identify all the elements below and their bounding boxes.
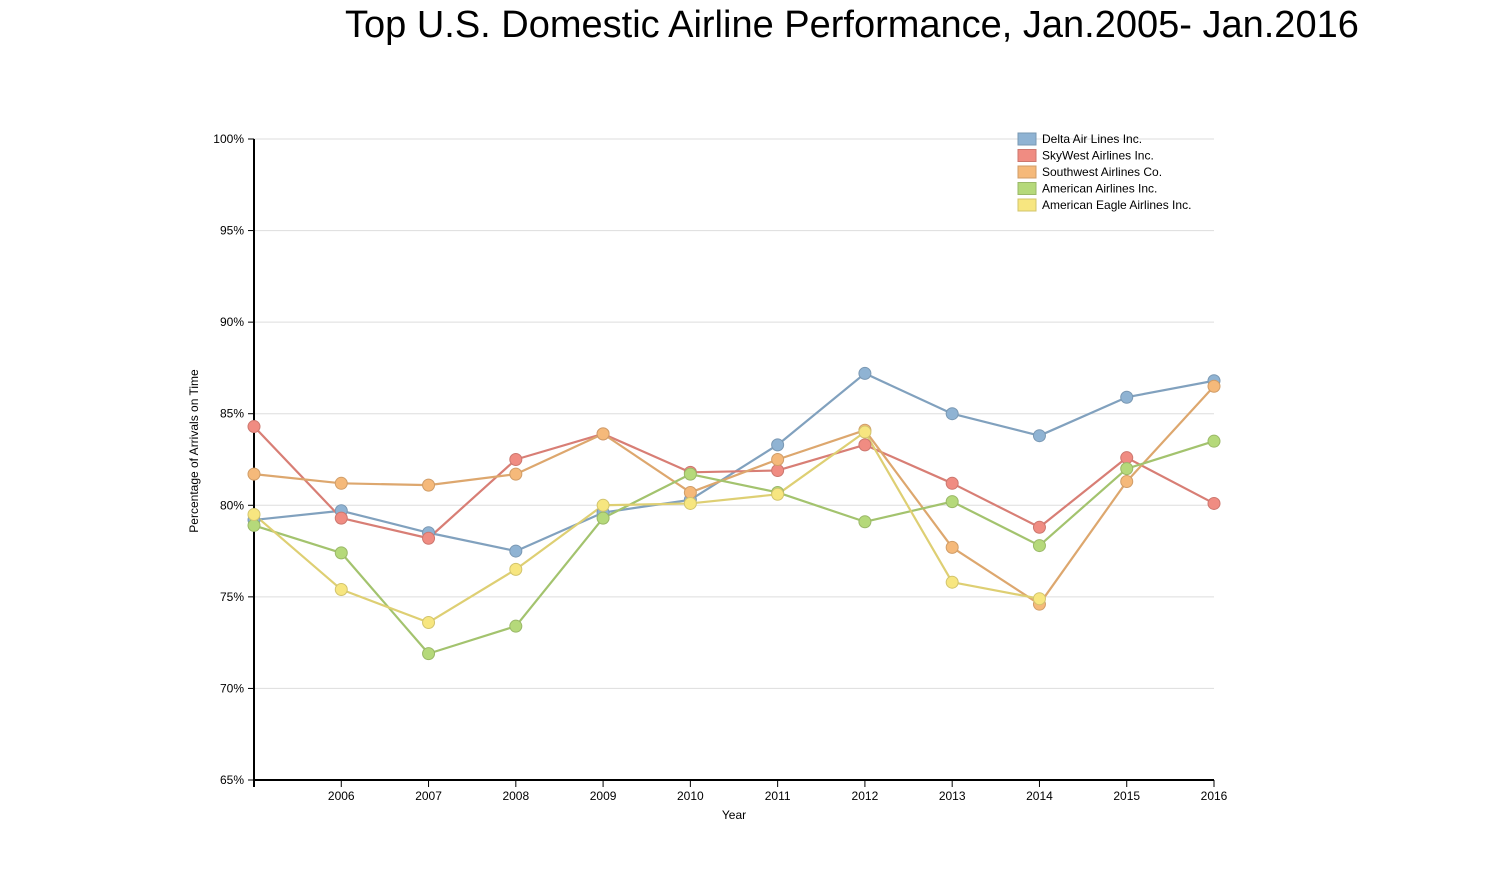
data-point-american-airlines-inc[interactable] <box>858 515 872 529</box>
data-point-delta-air-lines-inc[interactable] <box>1120 390 1134 404</box>
data-point-american-airlines-inc[interactable] <box>945 495 959 509</box>
x-tick-label: 2009 <box>590 789 617 803</box>
data-point-skywest-airlines-inc[interactable] <box>771 463 785 477</box>
data-point-american-eagle-airlines-inc[interactable] <box>334 583 348 597</box>
data-point-skywest-airlines-inc[interactable] <box>247 420 261 434</box>
data-point-delta-air-lines-inc[interactable] <box>1032 429 1046 443</box>
data-point-skywest-airlines-inc[interactable] <box>1207 496 1221 510</box>
data-point-skywest-airlines-inc[interactable] <box>945 476 959 490</box>
x-tick-label: 2008 <box>502 789 529 803</box>
y-tick-label: 100% <box>213 132 244 146</box>
data-point-american-eagle-airlines-inc[interactable] <box>1032 592 1046 606</box>
series-line-skywest-airlines-inc <box>253 425 1215 540</box>
data-point-american-eagle-airlines-inc[interactable] <box>683 496 697 510</box>
data-point-southwest-airlines-co[interactable] <box>1207 379 1221 393</box>
data-point-american-airlines-inc[interactable] <box>509 619 523 633</box>
data-point-delta-air-lines-inc[interactable] <box>509 544 523 558</box>
legend-label: American Airlines Inc. <box>1042 182 1157 196</box>
x-axis-title: Year <box>722 808 746 822</box>
series-line-delta-air-lines-inc <box>253 372 1215 553</box>
data-point-american-airlines-inc[interactable] <box>247 518 261 532</box>
data-point-skywest-airlines-inc[interactable] <box>858 438 872 452</box>
data-point-american-airlines-inc[interactable] <box>422 647 436 661</box>
data-point-american-airlines-inc[interactable] <box>596 511 610 525</box>
legend: Delta Air Lines Inc. SkyWest Airlines Inc… <box>1017 132 1191 212</box>
y-tick-label: 90% <box>220 315 244 329</box>
chart-title: Top U.S. Domestic Airline Performance, J… <box>345 4 1359 46</box>
data-point-skywest-airlines-inc[interactable] <box>422 531 436 545</box>
data-point-american-airlines-inc[interactable] <box>1120 462 1134 476</box>
legend-swatch <box>1017 149 1037 162</box>
data-point-american-eagle-airlines-inc[interactable] <box>858 425 872 439</box>
data-point-southwest-airlines-co[interactable] <box>1120 474 1134 488</box>
data-point-american-airlines-inc[interactable] <box>1032 539 1046 553</box>
legend-swatch <box>1017 132 1037 146</box>
data-point-american-airlines-inc[interactable] <box>334 546 348 560</box>
legend-swatch <box>1017 182 1037 195</box>
y-tick-label: 95% <box>220 224 244 238</box>
series-line-southwest-airlines-co <box>253 385 1215 606</box>
data-point-southwest-airlines-co[interactable] <box>247 467 261 481</box>
data-point-american-airlines-inc[interactable] <box>683 467 697 481</box>
x-tick-label: 2010 <box>677 789 704 803</box>
data-point-skywest-airlines-inc[interactable] <box>1032 520 1046 534</box>
data-point-skywest-airlines-inc[interactable] <box>1120 451 1134 465</box>
data-point-skywest-airlines-inc[interactable] <box>509 453 523 466</box>
y-tick-label: 70% <box>220 681 244 695</box>
data-point-southwest-airlines-co[interactable] <box>334 476 348 490</box>
series-points <box>247 366 1221 661</box>
x-tick-label: 2015 <box>1113 789 1140 803</box>
y-tick-label: 80% <box>220 498 244 512</box>
data-point-american-eagle-airlines-inc[interactable] <box>596 498 610 512</box>
data-point-american-eagle-airlines-inc[interactable] <box>945 575 959 589</box>
data-point-southwest-airlines-co[interactable] <box>422 478 436 492</box>
data-point-southwest-airlines-co[interactable] <box>683 485 697 499</box>
data-point-southwest-airlines-co[interactable] <box>771 453 785 466</box>
x-tick-label: 2013 <box>939 789 966 803</box>
data-point-american-eagle-airlines-inc[interactable] <box>509 562 523 576</box>
data-point-southwest-airlines-co[interactable] <box>596 427 610 441</box>
series-lines <box>253 372 1215 655</box>
data-point-delta-air-lines-inc[interactable] <box>945 407 959 421</box>
axes: Year Percentage of Arrivals on Time 65% 7… <box>187 132 1228 822</box>
legend-label: Southwest Airlines Co. <box>1042 165 1162 179</box>
data-point-american-airlines-inc[interactable] <box>1207 434 1221 448</box>
legend-swatch <box>1017 198 1037 212</box>
legend-swatch <box>1017 165 1037 179</box>
y-tick-label: 85% <box>220 407 244 421</box>
y-tick-label: 75% <box>220 590 244 604</box>
legend-label: American Eagle Airlines Inc. <box>1042 198 1191 212</box>
data-point-southwest-airlines-co[interactable] <box>509 467 523 481</box>
data-point-southwest-airlines-co[interactable] <box>945 540 959 554</box>
series-line-american-eagle-airlines-inc <box>253 430 1040 624</box>
data-point-delta-air-lines-inc[interactable] <box>771 438 785 452</box>
data-point-american-eagle-airlines-inc[interactable] <box>247 507 261 521</box>
gridlines <box>254 138 1214 689</box>
x-tick-label: 2012 <box>852 789 879 803</box>
data-point-american-eagle-airlines-inc[interactable] <box>771 487 785 501</box>
data-point-skywest-airlines-inc[interactable] <box>334 511 348 525</box>
legend-label: SkyWest Airlines Inc. <box>1042 149 1154 163</box>
legend-label: Delta Air Lines Inc. <box>1042 132 1142 146</box>
series-line-american-airlines-inc <box>253 440 1215 655</box>
y-tick-label: 65% <box>220 773 244 787</box>
y-axis-title: Percentage of Arrivals on Time <box>187 369 201 533</box>
x-tick-label: 2016 <box>1201 789 1228 803</box>
x-tick-label: 2006 <box>328 789 355 803</box>
x-tick-label: 2007 <box>415 789 442 803</box>
x-tick-label: 2014 <box>1026 789 1053 803</box>
data-point-delta-air-lines-inc[interactable] <box>858 366 872 380</box>
data-point-american-eagle-airlines-inc[interactable] <box>422 615 436 629</box>
x-tick-label: 2011 <box>765 789 791 803</box>
